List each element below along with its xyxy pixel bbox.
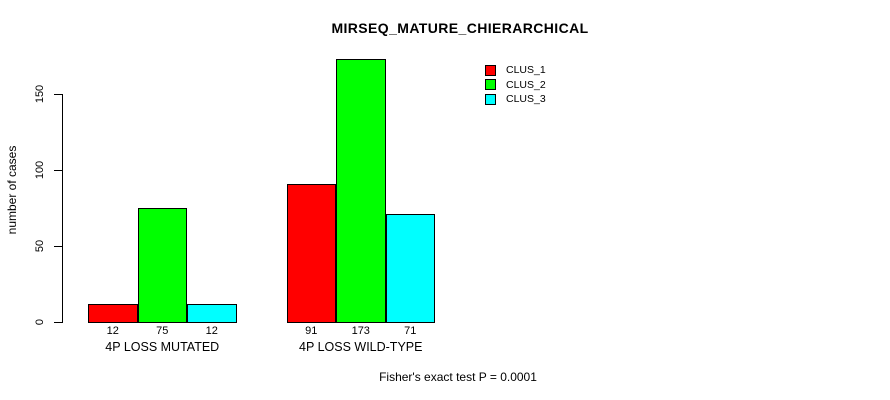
legend-swatch-clus_2 (485, 79, 496, 91)
bar-clus_2 (336, 59, 386, 323)
legend-swatch-clus_3 (485, 93, 496, 105)
bar-value-label: 91 (305, 325, 318, 337)
y-axis-tick-label: 50 (34, 239, 46, 253)
bar-clus_2 (137, 208, 187, 323)
y-axis-label: number of cases (5, 145, 19, 235)
annotation-text: Fisher's exact test P = 0.0001 (379, 370, 537, 384)
y-axis-tick-label: 0 (34, 318, 46, 326)
bar-value-label: 173 (351, 325, 370, 337)
y-axis-tick-label: 100 (34, 160, 46, 180)
legend-label: CLUS_1 (506, 64, 546, 76)
bar-value-label: 75 (156, 325, 169, 337)
bar-value-label: 12 (106, 325, 119, 337)
y-axis-tick (54, 322, 62, 323)
bar-clus_1 (88, 303, 138, 323)
chart-title: MIRSEQ_MATURE_CHIERARCHICAL (331, 20, 589, 36)
y-axis-line (62, 94, 63, 323)
x-category-label: 4P LOSS MUTATED (105, 340, 220, 354)
y-axis-tick (54, 246, 62, 247)
legend-label: CLUS_3 (506, 93, 546, 106)
legend-label: CLUS_2 (506, 78, 546, 91)
x-category-label: 4P LOSS WILD-TYPE (299, 340, 423, 354)
y-axis-tick (54, 170, 62, 171)
bar-clus_1 (286, 183, 336, 323)
y-axis-tick (54, 94, 62, 95)
bar-value-label: 12 (205, 325, 218, 337)
bar-value-label: 71 (404, 325, 417, 337)
bar-clus_3 (187, 303, 237, 323)
legend-swatch-clus_1 (485, 64, 496, 76)
y-axis-tick-label: 150 (34, 84, 46, 104)
bar-clus_3 (385, 214, 435, 323)
